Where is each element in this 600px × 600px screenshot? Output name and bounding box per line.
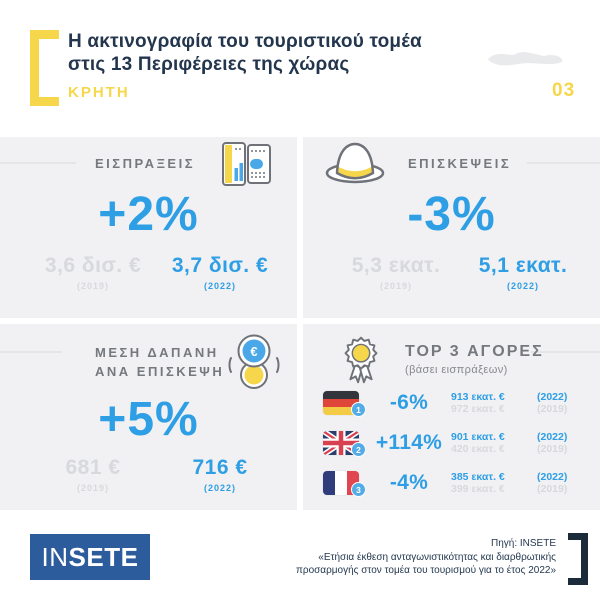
receipts-new-year: (2022) — [203, 281, 236, 291]
market-old-value: 972 εκατ. € — [451, 403, 505, 415]
page-number: 03 — [552, 80, 576, 101]
page-title-line1: Η ακτινογραφία του τουριστικού τομέα — [68, 31, 422, 52]
panel-average-spend: ΜΕΣΗ ΔΑΠΑΝΗ ΑΝΑ ΕΠΙΣΚΕΨΗ € +5% 681 € (20… — [0, 324, 297, 510]
visits-change: -3% — [407, 188, 496, 241]
visits-label: ΕΠΙΣΚΕΨΕΙΣ — [408, 156, 512, 171]
right-bracket-decoration — [568, 533, 588, 585]
visits-new-year: (2022) — [506, 281, 539, 291]
rank-badge: 3 — [351, 482, 366, 497]
region-label: ΚΡΗΤΗ — [68, 84, 130, 101]
uk-flag-icon: 2 — [323, 431, 371, 457]
market-row-germany: 1 -6% 913 εκατ. € 972 εκατ. € (2022) (20… — [323, 386, 591, 420]
receipts-old-year: (2019) — [76, 281, 109, 291]
market-row-uk: 2 +114% 901 εκατ. € 420 εκατ. € (2022) (… — [323, 426, 591, 460]
receipts-new-value-block: 3,7 δισ. € (2022) — [155, 254, 285, 291]
source-line1: Πηγή: INSETE — [490, 538, 556, 549]
market-new-year: (2022) — [537, 390, 568, 403]
receipts-new-value: 3,7 δισ. € — [171, 254, 269, 277]
page-title: Η ακτινογραφία του τουριστικού τομέα στι… — [68, 30, 422, 76]
visits-old-value: 5,3 εκατ. — [351, 254, 441, 277]
svg-text:€: € — [250, 344, 257, 359]
market-old-value: 420 εκατ. € — [451, 443, 505, 455]
page-title-line2: στις 13 Περιφέρειες της χώρας — [68, 54, 350, 75]
market-new-year: (2022) — [537, 430, 568, 443]
market-new-value: 901 εκατ. € — [451, 430, 505, 443]
france-flag-icon: 3 — [323, 471, 371, 497]
spend-old-value: 681 € — [65, 456, 121, 479]
spend-new-value-block: 716 € (2022) — [155, 456, 285, 493]
left-bracket-decoration — [30, 30, 59, 106]
divider — [0, 162, 76, 164]
rank-badge: 1 — [351, 402, 366, 417]
market-old-year: (2019) — [537, 403, 568, 415]
markets-label: TOP 3 ΑΓΟΡΕΣ — [405, 343, 544, 360]
panel-top-markets: TOP 3 ΑΓΟΡΕΣ (βάσει εισπράξεων) 1 -6% 91… — [303, 324, 600, 510]
market-values: 901 εκατ. € 420 εκατ. € — [447, 431, 537, 456]
insete-logo-in: IN — [41, 541, 69, 572]
market-new-year: (2022) — [537, 470, 568, 483]
spend-label-line1: ΜΕΣΗ ΔΑΠΑΝΗ — [95, 345, 219, 360]
spend-old-value-block: 681 € (2019) — [28, 456, 158, 493]
credit-card-receipt-icon — [222, 142, 271, 186]
receipts-old-value-block: 3,6 δισ. € (2019) — [28, 254, 158, 291]
germany-flag-icon: 1 — [323, 391, 371, 417]
visits-new-value-block: 5,1 εκατ. (2022) — [458, 254, 588, 291]
market-row-france: 3 -4% 385 εκατ. € 399 εκατ. € (2022) (20… — [323, 466, 591, 500]
insete-logo: IN SETE — [30, 534, 150, 580]
market-new-value: 385 εκατ. € — [451, 470, 505, 483]
divider — [527, 162, 600, 164]
euro-coins-icon: € — [228, 334, 280, 389]
market-years: (2022) (2019) — [537, 471, 591, 496]
source-line3: προσαρμογής στον τομέα του τουρισμού για… — [295, 565, 556, 576]
spend-new-year: (2022) — [203, 483, 236, 493]
visits-old-value-block: 5,3 εκατ. (2019) — [331, 254, 461, 291]
spend-label-line2: ΑΝΑ ΕΠΙΣΚΕΨΗ — [95, 364, 225, 379]
tourist-hat-icon — [325, 142, 385, 184]
divider — [531, 351, 600, 353]
spend-label: ΜΕΣΗ ΔΑΠΑΝΗ ΑΝΑ ΕΠΙΣΚΕΨΗ — [95, 343, 224, 381]
receipts-old-value: 3,6 δισ. € — [44, 254, 142, 277]
visits-old-year: (2019) — [379, 281, 412, 291]
insete-logo-sete: SETE — [68, 541, 139, 572]
market-years: (2022) (2019) — [537, 391, 591, 416]
market-change: -6% — [389, 391, 429, 414]
spend-change: +5% — [98, 393, 199, 446]
spend-old-year: (2019) — [76, 483, 109, 493]
crete-island-silhouette-icon — [488, 52, 563, 66]
medal-rosette-icon — [344, 336, 378, 384]
market-years: (2022) (2019) — [537, 431, 591, 456]
market-change: +114% — [375, 431, 443, 454]
market-values: 913 εκατ. € 972 εκατ. € — [447, 391, 537, 416]
market-old-year: (2019) — [537, 483, 568, 495]
market-old-year: (2019) — [537, 443, 568, 455]
source-citation: Πηγή: INSETE «Ετήσια έκθεση ανταγωνιστικ… — [226, 537, 556, 578]
spend-new-value: 716 € — [192, 456, 248, 479]
market-old-value: 399 εκατ. € — [451, 483, 505, 495]
source-line2: «Ετήσια έκθεση ανταγωνιστικότητας και δι… — [318, 551, 556, 563]
market-values: 385 εκατ. € 399 εκατ. € — [447, 471, 537, 496]
divider — [0, 351, 62, 353]
market-change: -4% — [389, 471, 429, 494]
panel-receipts: ΕΙΣΠΡΑΞΕΙΣ +2% 3,6 δισ. € (2019) 3,7 δισ… — [0, 137, 297, 318]
rank-badge: 2 — [351, 442, 366, 457]
visits-new-value: 5,1 εκατ. — [478, 254, 568, 277]
panel-visits: ΕΠΙΣΚΕΨΕΙΣ -3% 5,3 εκατ. (2019) 5,1 εκατ… — [303, 137, 600, 318]
market-new-value: 913 εκατ. € — [451, 390, 505, 403]
markets-sublabel: (βάσει εισπράξεων) — [405, 364, 508, 376]
receipts-label: ΕΙΣΠΡΑΞΕΙΣ — [95, 156, 196, 171]
receipts-change: +2% — [98, 188, 199, 241]
